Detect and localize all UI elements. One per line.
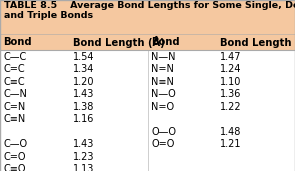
Text: N≡N: N≡N	[151, 77, 174, 87]
FancyBboxPatch shape	[0, 0, 295, 34]
Text: C—C: C—C	[4, 52, 27, 62]
FancyBboxPatch shape	[0, 50, 295, 171]
Text: C≡O: C≡O	[4, 164, 26, 171]
Text: 1.36: 1.36	[220, 89, 242, 99]
Text: 1.24: 1.24	[220, 64, 242, 74]
Text: N=N: N=N	[151, 64, 174, 74]
Text: 1.20: 1.20	[73, 77, 94, 87]
Text: TABLE 8.5    Average Bond Lengths for Some Single, Double,
and Triple Bonds: TABLE 8.5 Average Bond Lengths for Some …	[4, 1, 295, 20]
Text: 1.38: 1.38	[73, 102, 94, 112]
Text: 1.22: 1.22	[220, 102, 242, 112]
Text: 1.23: 1.23	[73, 152, 94, 162]
Text: 1.13: 1.13	[73, 164, 94, 171]
Text: 1.21: 1.21	[220, 139, 242, 149]
Text: N=O: N=O	[151, 102, 174, 112]
Text: 1.34: 1.34	[73, 64, 94, 74]
Text: Bond Length (Å): Bond Length (Å)	[73, 36, 165, 48]
Text: Bond: Bond	[151, 37, 180, 47]
Text: 1.47: 1.47	[220, 52, 242, 62]
Text: Bond: Bond	[4, 37, 32, 47]
Text: C=N: C=N	[4, 102, 26, 112]
Text: 1.43: 1.43	[73, 139, 94, 149]
Text: N—N: N—N	[151, 52, 176, 62]
Text: 1.43: 1.43	[73, 89, 94, 99]
Text: 1.16: 1.16	[73, 114, 94, 124]
Text: C=C: C=C	[4, 64, 25, 74]
Text: C=O: C=O	[4, 152, 26, 162]
Text: Bond Length (Å): Bond Length (Å)	[220, 36, 295, 48]
Text: 1.48: 1.48	[220, 127, 242, 137]
Text: 1.10: 1.10	[220, 77, 242, 87]
Text: O—O: O—O	[151, 127, 176, 137]
Text: C—O: C—O	[4, 139, 28, 149]
Text: 1.54: 1.54	[73, 52, 94, 62]
Text: C—N: C—N	[4, 89, 27, 99]
Text: C≡C: C≡C	[4, 77, 25, 87]
Text: N—O: N—O	[151, 89, 176, 99]
Text: O=O: O=O	[151, 139, 174, 149]
Text: C≡N: C≡N	[4, 114, 26, 124]
FancyBboxPatch shape	[0, 34, 295, 50]
